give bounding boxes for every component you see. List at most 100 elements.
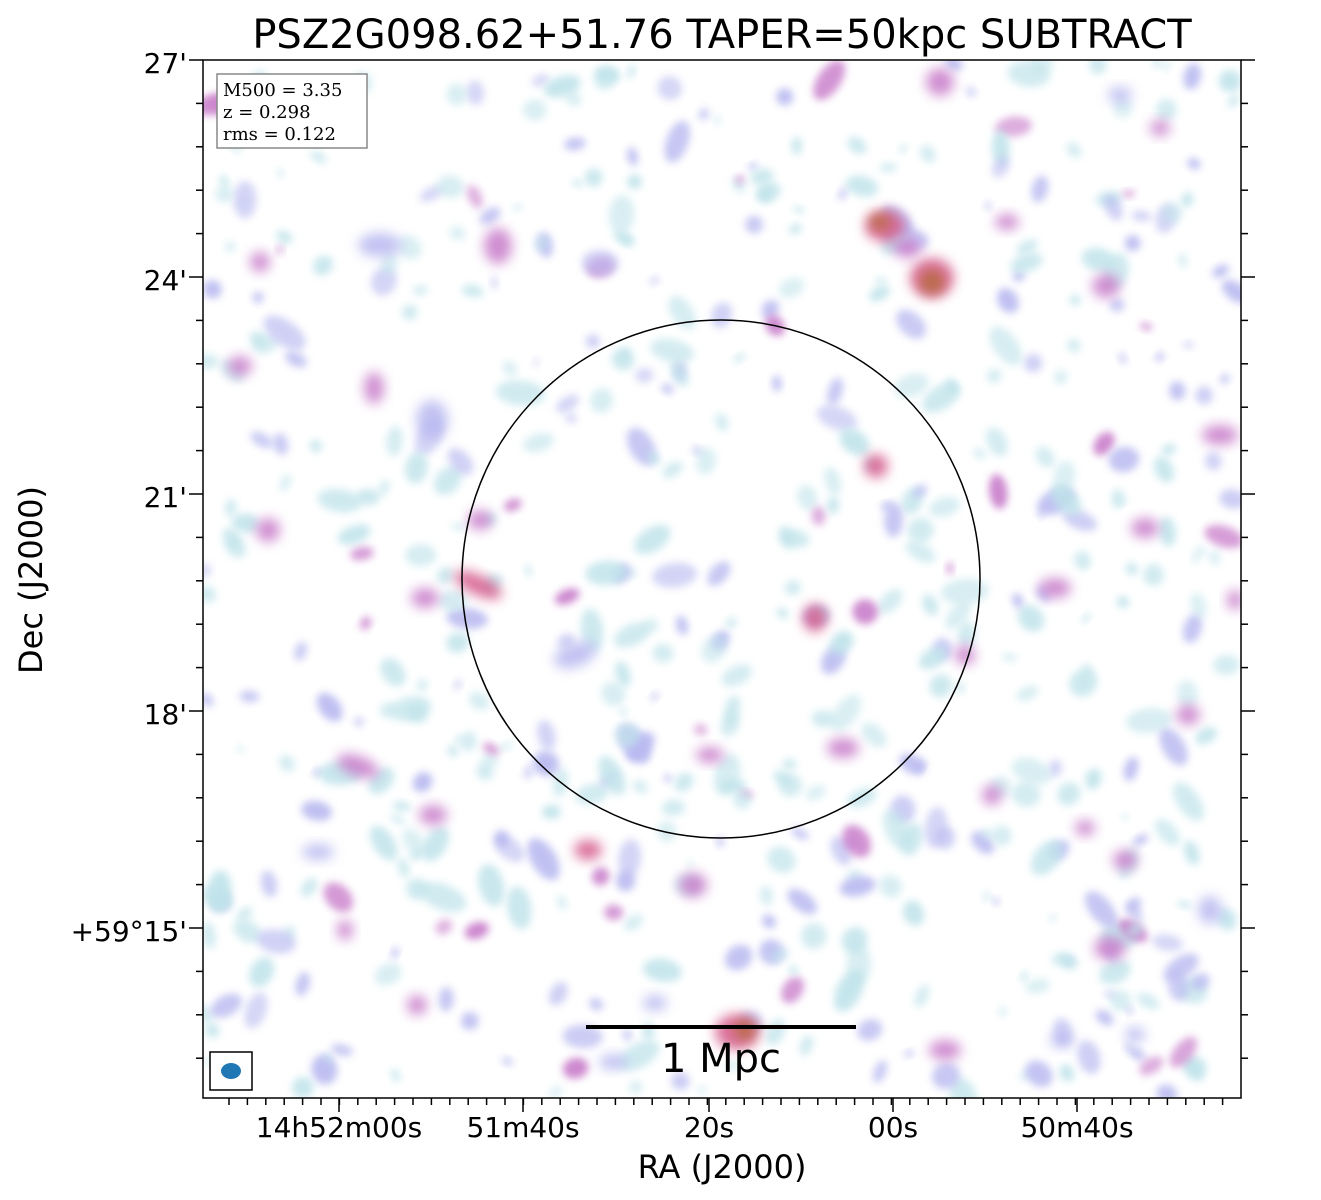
- emission-blob: [847, 136, 867, 155]
- y-tick-label: 24': [144, 264, 187, 297]
- emission-blob: [675, 615, 689, 636]
- emission-blob: [562, 1057, 589, 1079]
- emission-blob: [1049, 914, 1056, 922]
- emission-blob: [1198, 896, 1222, 924]
- emission-blob: [1169, 381, 1186, 401]
- emission-blob: [294, 641, 308, 661]
- emission-blob: [205, 1023, 220, 1038]
- emission-blob: [1048, 759, 1062, 777]
- emission-blob: [231, 513, 260, 533]
- emission-blob: [392, 801, 411, 811]
- emission-blob: [324, 1053, 332, 1064]
- emission-blob: [503, 498, 522, 512]
- emission-blob: [838, 187, 847, 201]
- emission-blob: [1182, 613, 1203, 644]
- emission-blob: [1136, 992, 1160, 1010]
- emission-blob: [309, 439, 322, 453]
- emission-blob: [991, 130, 1010, 166]
- emission-blob: [626, 147, 639, 166]
- emission-blob: [733, 353, 745, 363]
- emission-blob: [468, 510, 492, 530]
- emission-blob: [713, 114, 722, 126]
- emission-blob: [447, 447, 474, 476]
- emission-blob: [553, 641, 597, 669]
- emission-blob: [989, 326, 1022, 366]
- emission-blob: [1031, 175, 1049, 203]
- emission-blob: [203, 280, 222, 299]
- emission-blob: [914, 984, 930, 1008]
- axis-ticks: [189, 59, 1255, 1112]
- emission-blob: [946, 562, 954, 575]
- emission-blob: [454, 570, 502, 600]
- x-axis-label: RA (J2000): [638, 1148, 807, 1186]
- emission-blob: [419, 185, 443, 202]
- emission-blob: [433, 466, 462, 495]
- emission-blob: [877, 589, 903, 614]
- emission-blob: [210, 993, 242, 1018]
- emission-blob: [1152, 60, 1162, 68]
- emission-blob: [900, 822, 923, 856]
- emission-blob: [629, 1080, 642, 1094]
- emission-blob: [899, 144, 907, 154]
- emission-blob: [1187, 157, 1201, 170]
- emission-blob: [884, 502, 904, 538]
- emission-blob: [233, 180, 257, 219]
- emission-blob: [523, 765, 534, 780]
- emission-blob: [380, 657, 406, 687]
- emission-blob: [405, 544, 436, 567]
- emission-blob: [331, 1044, 353, 1056]
- emission-blob: [276, 230, 293, 244]
- emission-blob: [1081, 613, 1091, 623]
- emission-blob: [564, 137, 586, 151]
- emission-blob: [988, 474, 1008, 510]
- emission-blob: [872, 1060, 888, 1083]
- emission-blob: [222, 527, 242, 548]
- emission-blob: [1112, 99, 1133, 118]
- emission-blob: [1152, 934, 1183, 952]
- emission-blob: [1077, 1040, 1101, 1075]
- emission-blob: [721, 664, 752, 687]
- emission-blob: [1051, 952, 1071, 965]
- emission-blob: [1204, 451, 1222, 471]
- emission-blob: [1025, 978, 1050, 994]
- emission-blob: [1013, 270, 1025, 282]
- emission-blob: [904, 1049, 915, 1057]
- y-tick-labels: 27' 24' 21' 18' +59°15': [71, 47, 187, 948]
- emission-blob: [973, 448, 986, 459]
- emission-blob: [316, 692, 343, 722]
- emission-blob: [353, 716, 364, 727]
- emission-blob: [745, 215, 764, 234]
- emission-blob: [799, 1035, 814, 1056]
- emission-blob: [1002, 653, 1018, 662]
- emission-blob: [1132, 834, 1149, 846]
- emission-blob: [1069, 294, 1081, 306]
- emission-blob: [556, 895, 567, 911]
- x-tick-labels: 14h52m00s 51m40s 20s 00s 50m40s: [256, 1111, 1134, 1144]
- emission-blob: [1126, 1006, 1134, 1015]
- emission-blob: [852, 599, 878, 625]
- emission-blob: [773, 770, 792, 785]
- emission-blob: [984, 201, 992, 210]
- emission-blob: [453, 679, 462, 690]
- emission-blob: [622, 1028, 633, 1041]
- emission-blob: [1140, 322, 1153, 331]
- emission-blob: [1156, 1084, 1178, 1098]
- emission-blob: [759, 885, 773, 906]
- emission-blob: [1113, 850, 1137, 870]
- x-tick-label: 14h52m00s: [256, 1111, 423, 1144]
- emission-blob: [1017, 604, 1045, 632]
- emission-blob: [1155, 352, 1165, 362]
- emission-blob: [899, 753, 926, 775]
- emission-blob: [966, 87, 976, 97]
- emission-blob: [649, 276, 660, 285]
- emission-blob: [827, 377, 844, 406]
- emission-blob: [1024, 353, 1043, 373]
- emission-blob: [350, 546, 374, 561]
- emission-blob: [811, 506, 826, 526]
- emission-blob: [633, 780, 648, 794]
- emission-blob: [279, 474, 291, 492]
- emission-blob: [864, 454, 888, 478]
- emission-blob: [993, 897, 1000, 906]
- emission-blob: [724, 944, 753, 971]
- emission-blob: [924, 806, 948, 849]
